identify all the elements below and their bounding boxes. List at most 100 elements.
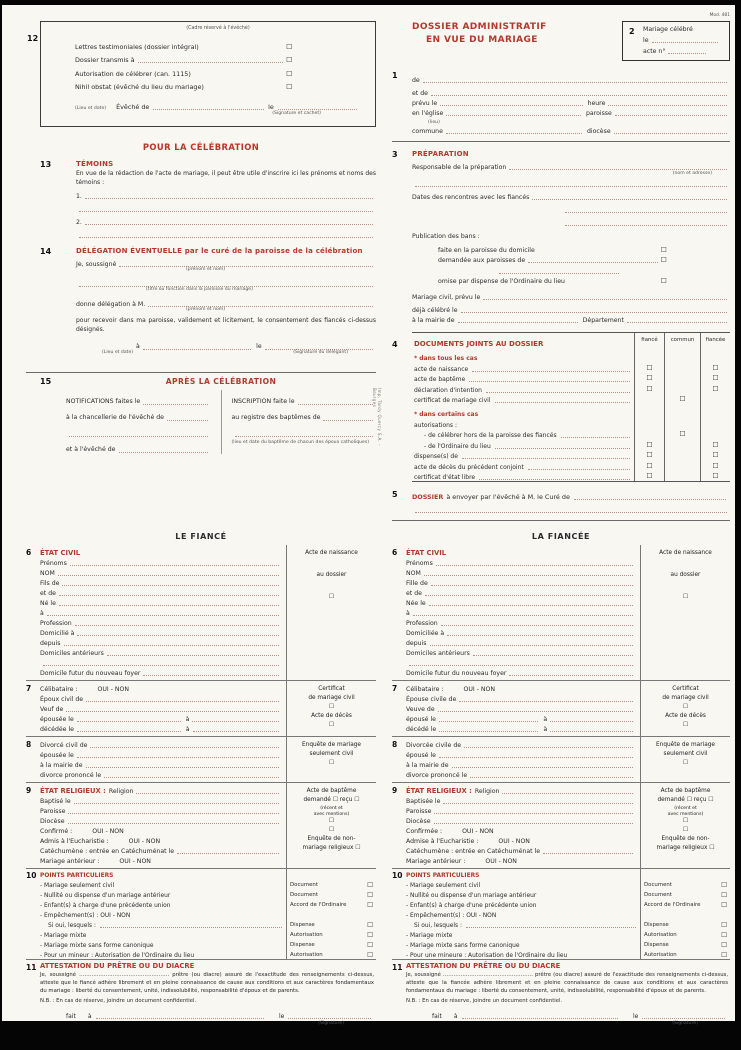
fill-line — [528, 262, 658, 263]
section-9-etat-religieux: 9 ÉTAT RELIGIEUX : Religion Baptisée le — [392, 782, 730, 868]
form-row: décédée le à — [40, 723, 282, 733]
form-row: Divorcé civil de — [40, 739, 282, 749]
sidebar-line: (récent et — [674, 806, 697, 811]
fill-line — [79, 286, 373, 288]
form-row: Baptisé le — [40, 795, 282, 805]
checkbox-fiancee: ☐ — [700, 372, 730, 383]
field-label: Admise à l'Eucharistie : — [406, 837, 479, 845]
form-row: Admis à l'Eucharistie : OUI - NON — [40, 835, 282, 845]
right-label: Accord de l'Ordinaire — [290, 902, 347, 908]
form-row — [40, 657, 282, 667]
sidebar-line: Acte de baptême — [306, 788, 357, 794]
field-label: OUI - NON — [498, 837, 530, 845]
form-row: - Mariage mixte Autorisation ☐ — [392, 929, 730, 939]
inscription-column: INSCRIPTION faite le au registre des bap… — [222, 390, 377, 454]
section-8-divorce: 8 Divorcée civile de épousé le — [392, 736, 730, 782]
field-label: Mariage antérieur : — [406, 857, 466, 865]
section-number: 5 — [392, 490, 398, 499]
reference-block: Mod. 481 2 Mariage célébré le acte n° — [622, 13, 730, 61]
fill-line — [84, 224, 373, 226]
etat-religieux-rows: Baptisée le Paroisse — [406, 795, 636, 865]
sidebar-line: ☐ — [328, 827, 335, 833]
field-label: NOTIFICATIONS faites le — [66, 398, 141, 406]
checkbox-fiance: ☐ — [634, 460, 664, 471]
field-label: 2. — [76, 218, 82, 226]
fill-line — [297, 403, 373, 405]
form-row: et à l'évêché de — [66, 438, 211, 454]
field-label: en l'église — [412, 109, 444, 117]
document-label: certificat d'état libre — [414, 474, 476, 481]
table-row: certificat de mariage civil ☐ — [412, 393, 730, 404]
form-row: Diocèse — [40, 815, 282, 825]
group-row: * dans tous les cas — [412, 348, 730, 362]
fill-line — [423, 575, 633, 576]
form-row: faite en la paroisse du domicile ☐ — [438, 243, 667, 254]
checkbox-fiancee: ☐ — [700, 470, 730, 481]
form-title: DOSSIER ADMINISTRATIF EN VUE DU MARIAGE — [412, 21, 547, 46]
sidebar-line: mariage religieux ☐ — [302, 845, 361, 851]
fill-line — [143, 403, 208, 405]
field-label: Publication des bans : — [412, 232, 480, 240]
field-label: - Enfant(s) à charge d'une précédente un… — [406, 903, 537, 909]
document-label: acte de naissance — [414, 365, 469, 373]
right-label: Autorisation — [644, 932, 677, 938]
fill-line — [415, 512, 727, 513]
fill-line — [461, 1017, 618, 1019]
fill-line — [447, 635, 633, 636]
checkbox-fiancee — [700, 393, 730, 404]
fill-line — [614, 115, 727, 116]
field-label: Paroisse — [406, 807, 432, 815]
table-row: - de l'Ordinaire du lieu ☐ ☐ — [412, 439, 730, 450]
section-4-documents: 4 DOCUMENTS JOINTS AU DOSSIER fiancé com… — [392, 332, 730, 482]
form-row: Responsable de la préparation — [412, 158, 730, 171]
checkbox-fiancee — [700, 428, 730, 439]
sidebar-line: ☐ — [328, 594, 335, 600]
form-row — [496, 264, 622, 275]
section-number: 13 — [40, 160, 52, 169]
field-label: à — [185, 725, 190, 733]
field-label: à — [406, 609, 410, 617]
section-divider — [26, 371, 376, 373]
table-row: dispense(s) de ☐ ☐ — [412, 449, 730, 460]
form-row: - Nullité ou dispense d'un mariage antér… — [392, 889, 730, 899]
sidebar-line: Acte de naissance — [659, 550, 712, 556]
field-label: (lieu) — [428, 119, 440, 125]
sidebar-line — [643, 581, 728, 594]
form-row: à la mairie de Département — [412, 314, 730, 324]
field-label: - Empêchement(s) : OUI - NON — [40, 913, 131, 919]
field-label: Diocèse — [406, 817, 431, 825]
field-label: (lieu et date du baptême de chacun des é… — [231, 440, 370, 446]
section-10-points-particuliers: 10 POINTS PARTICULIERS - Mariage seuleme… — [26, 868, 376, 959]
field-label: décédée le — [40, 725, 74, 733]
fill-line — [469, 381, 630, 382]
checkbox-icon: ☐ — [660, 256, 667, 264]
sidebar-line: Acte de décès — [311, 713, 352, 719]
checkbox-fiance: ☐ — [634, 372, 664, 383]
sidebar-line: seulement civil — [663, 751, 708, 757]
fill-line — [550, 721, 633, 722]
fill-line — [443, 803, 633, 804]
checkbox-icon: ☐ — [721, 890, 727, 899]
section-title: POINTS PARTICULIERS — [406, 873, 480, 879]
field-label: - Nullité ou dispense d'un mariage antér… — [406, 893, 537, 899]
form-row: Célibataire : OUI - NON — [406, 683, 636, 693]
field-label: à la mairie de — [40, 761, 83, 769]
points-rows: - Mariage seulement civil Document ☐ - N… — [26, 879, 376, 959]
column-header-fiance: fiancé — [634, 333, 664, 348]
fill-line — [85, 767, 279, 768]
fill-line — [77, 635, 279, 636]
form-row: Admise à l'Eucharistie : OUI - NON — [406, 835, 636, 845]
reserved-box-header: (Cadre réservé à l'évêché) — [186, 26, 250, 31]
field-label: Confirmée : — [406, 827, 443, 835]
fill-line — [438, 757, 633, 758]
form-row: - Nullité ou dispense d'un mariage antér… — [26, 889, 376, 899]
right-label: Dispense — [644, 942, 669, 948]
section-number: 4 — [392, 340, 398, 349]
form-row: à — [40, 607, 282, 617]
fill-line — [451, 767, 633, 768]
documents-rows-group2: autorisations : - de célébrer hors de la… — [412, 418, 730, 481]
form-row — [412, 178, 730, 188]
sidebar-line: ☐ — [682, 722, 689, 728]
right-label: Accord de l'Ordinaire — [644, 902, 701, 908]
form-row — [76, 200, 376, 213]
